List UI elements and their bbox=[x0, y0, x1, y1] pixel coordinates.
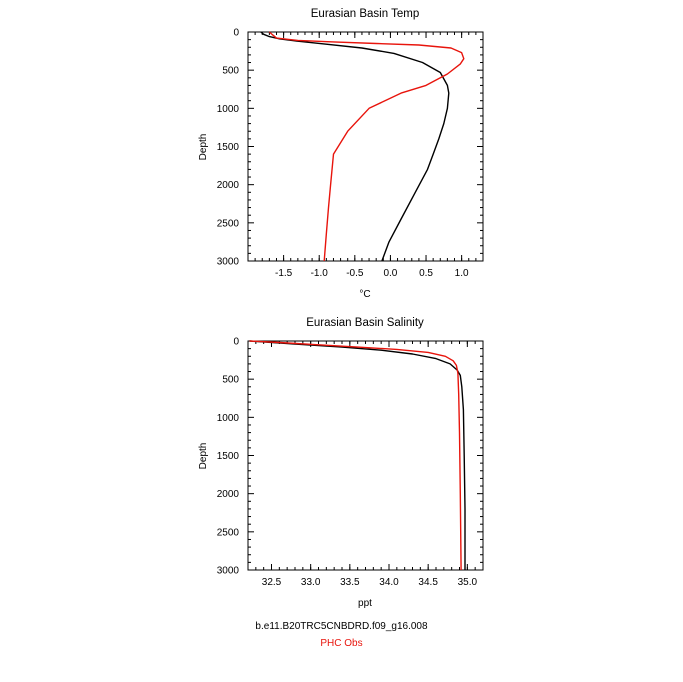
salinity-panel: Eurasian Basin Salinity ppt Depth 32.5 33… bbox=[198, 317, 484, 609]
x-axis-label: ppt bbox=[358, 598, 372, 609]
x-tick-label: 34.5 bbox=[418, 577, 438, 588]
x-tick-label: 33.0 bbox=[301, 577, 321, 588]
model-series-line bbox=[260, 31, 450, 262]
y-tick-label: 1000 bbox=[217, 104, 240, 115]
x-tick-label: -1.5 bbox=[275, 268, 293, 279]
y-tick-label: 3000 bbox=[217, 257, 240, 268]
y-tick-label: 2000 bbox=[217, 180, 240, 191]
x-tick-label: -0.5 bbox=[346, 268, 364, 279]
y-tick-label: 3000 bbox=[217, 566, 240, 577]
x-tick-label: 1.0 bbox=[455, 268, 469, 279]
axis-ticks: 32.5 33.0 33.5 34.0 34.5 35.0 0 500 1000 1500 2000… bbox=[217, 337, 484, 588]
x-tick-label: 35.0 bbox=[458, 577, 478, 588]
chart-title: Eurasian Basin Salinity bbox=[306, 317, 424, 329]
y-tick-label: 1500 bbox=[217, 142, 240, 153]
x-tick-label: 34.0 bbox=[379, 577, 399, 588]
y-tick-label: 2000 bbox=[217, 489, 240, 500]
plot-frame bbox=[247, 31, 484, 262]
series-lines bbox=[260, 31, 465, 262]
y-tick-label: 1000 bbox=[217, 413, 240, 424]
y-tick-label: 500 bbox=[222, 66, 239, 77]
y-tick-label: 1500 bbox=[217, 451, 240, 462]
obs-caption: PHC Obs bbox=[320, 638, 363, 649]
plot-frame bbox=[247, 340, 484, 571]
x-axis-label: °C bbox=[359, 289, 370, 300]
y-tick-label: 0 bbox=[233, 28, 239, 39]
obs-series-line bbox=[249, 340, 462, 571]
y-axis-label: Depth bbox=[198, 443, 209, 470]
y-axis-label: Depth bbox=[198, 134, 209, 161]
series-lines bbox=[249, 340, 466, 571]
y-tick-label: 2500 bbox=[217, 218, 240, 229]
x-tick-label: 32.5 bbox=[262, 577, 282, 588]
x-tick-label: -1.0 bbox=[311, 268, 329, 279]
temp-panel: Eurasian Basin Temp °C Depth -1.5 -1.0 -0.… bbox=[198, 8, 484, 300]
axis-ticks: -1.5 -1.0 -0.5 0.0 0.5 1.0 0 500 1000 1500 2000 250… bbox=[217, 28, 484, 279]
x-tick-label: 0.0 bbox=[383, 268, 397, 279]
x-tick-label: 33.5 bbox=[340, 577, 360, 588]
chart-title: Eurasian Basin Temp bbox=[311, 8, 419, 20]
obs-series-line bbox=[268, 31, 465, 262]
y-tick-label: 2500 bbox=[217, 527, 240, 538]
y-tick-label: 0 bbox=[233, 337, 239, 348]
model-caption: b.e11.B20TRC5CNBDRD.f09_g16.008 bbox=[255, 621, 428, 632]
model-series-line bbox=[249, 340, 466, 570]
x-tick-label: 0.5 bbox=[419, 268, 433, 279]
y-tick-label: 500 bbox=[222, 375, 239, 386]
